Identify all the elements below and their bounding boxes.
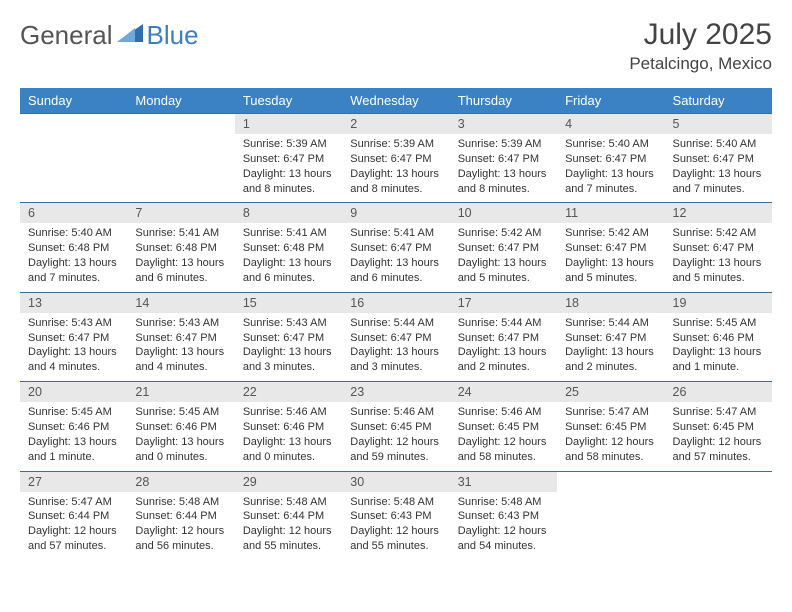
day-number-cell: 11 [557, 203, 664, 224]
day-number-cell: 5 [665, 114, 772, 135]
day-body-cell: Sunrise: 5:45 AMSunset: 6:46 PMDaylight:… [665, 313, 772, 382]
day-number-cell: 20 [20, 382, 127, 403]
day-body-cell: Sunrise: 5:39 AMSunset: 6:47 PMDaylight:… [450, 134, 557, 203]
day-number-cell [557, 471, 664, 492]
day-body-row: Sunrise: 5:39 AMSunset: 6:47 PMDaylight:… [20, 134, 772, 203]
weekday-header: Tuesday [235, 88, 342, 114]
logo-triangle-icon [117, 18, 143, 49]
day-body-cell: Sunrise: 5:43 AMSunset: 6:47 PMDaylight:… [235, 313, 342, 382]
weekday-header: Sunday [20, 88, 127, 114]
day-number-cell: 10 [450, 203, 557, 224]
day-number-cell: 30 [342, 471, 449, 492]
day-body-cell: Sunrise: 5:48 AMSunset: 6:43 PMDaylight:… [342, 492, 449, 560]
day-number-cell: 13 [20, 292, 127, 313]
day-number-cell: 21 [127, 382, 234, 403]
day-number-cell: 3 [450, 114, 557, 135]
day-body-cell: Sunrise: 5:42 AMSunset: 6:47 PMDaylight:… [557, 223, 664, 292]
day-number-cell [127, 114, 234, 135]
day-body-row: Sunrise: 5:47 AMSunset: 6:44 PMDaylight:… [20, 492, 772, 560]
day-body-cell: Sunrise: 5:40 AMSunset: 6:47 PMDaylight:… [557, 134, 664, 203]
month-title: July 2025 [629, 18, 772, 52]
day-body-cell: Sunrise: 5:42 AMSunset: 6:47 PMDaylight:… [665, 223, 772, 292]
day-body-cell: Sunrise: 5:41 AMSunset: 6:48 PMDaylight:… [127, 223, 234, 292]
day-number-cell: 18 [557, 292, 664, 313]
location: Petalcingo, Mexico [629, 54, 772, 74]
day-body-cell: Sunrise: 5:44 AMSunset: 6:47 PMDaylight:… [557, 313, 664, 382]
day-body-row: Sunrise: 5:40 AMSunset: 6:48 PMDaylight:… [20, 223, 772, 292]
weekday-header: Thursday [450, 88, 557, 114]
day-number-cell: 25 [557, 382, 664, 403]
day-body-cell [557, 492, 664, 560]
day-body-cell: Sunrise: 5:47 AMSunset: 6:45 PMDaylight:… [665, 402, 772, 471]
day-body-cell: Sunrise: 5:40 AMSunset: 6:47 PMDaylight:… [665, 134, 772, 203]
day-number-cell [20, 114, 127, 135]
weekday-header: Wednesday [342, 88, 449, 114]
day-body-cell: Sunrise: 5:45 AMSunset: 6:46 PMDaylight:… [20, 402, 127, 471]
day-number-cell: 19 [665, 292, 772, 313]
day-body-cell: Sunrise: 5:46 AMSunset: 6:45 PMDaylight:… [450, 402, 557, 471]
day-body-cell [20, 134, 127, 203]
day-body-cell: Sunrise: 5:44 AMSunset: 6:47 PMDaylight:… [450, 313, 557, 382]
weekday-header: Saturday [665, 88, 772, 114]
day-number-cell: 28 [127, 471, 234, 492]
day-number-cell: 16 [342, 292, 449, 313]
logo: General Blue [20, 18, 199, 53]
day-number-row: 6789101112 [20, 203, 772, 224]
day-number-cell: 4 [557, 114, 664, 135]
day-body-cell: Sunrise: 5:48 AMSunset: 6:44 PMDaylight:… [127, 492, 234, 560]
header: General Blue July 2025 Petalcingo, Mexic… [20, 18, 772, 74]
calendar-body: 12345Sunrise: 5:39 AMSunset: 6:47 PMDayl… [20, 114, 772, 560]
day-number-cell: 22 [235, 382, 342, 403]
logo-text-blue: Blue [147, 20, 199, 51]
day-body-cell [127, 134, 234, 203]
day-body-cell: Sunrise: 5:48 AMSunset: 6:43 PMDaylight:… [450, 492, 557, 560]
day-body-cell: Sunrise: 5:46 AMSunset: 6:45 PMDaylight:… [342, 402, 449, 471]
day-body-cell: Sunrise: 5:47 AMSunset: 6:44 PMDaylight:… [20, 492, 127, 560]
weekday-header: Monday [127, 88, 234, 114]
day-number-cell: 23 [342, 382, 449, 403]
day-body-cell [665, 492, 772, 560]
day-body-cell: Sunrise: 5:46 AMSunset: 6:46 PMDaylight:… [235, 402, 342, 471]
day-number-cell: 7 [127, 203, 234, 224]
day-number-cell: 1 [235, 114, 342, 135]
day-body-cell: Sunrise: 5:45 AMSunset: 6:46 PMDaylight:… [127, 402, 234, 471]
day-body-cell: Sunrise: 5:47 AMSunset: 6:45 PMDaylight:… [557, 402, 664, 471]
day-number-row: 13141516171819 [20, 292, 772, 313]
title-block: July 2025 Petalcingo, Mexico [629, 18, 772, 74]
day-body-cell: Sunrise: 5:39 AMSunset: 6:47 PMDaylight:… [342, 134, 449, 203]
day-number-cell: 17 [450, 292, 557, 313]
day-body-cell: Sunrise: 5:43 AMSunset: 6:47 PMDaylight:… [20, 313, 127, 382]
day-body-row: Sunrise: 5:43 AMSunset: 6:47 PMDaylight:… [20, 313, 772, 382]
day-body-cell: Sunrise: 5:43 AMSunset: 6:47 PMDaylight:… [127, 313, 234, 382]
day-number-row: 12345 [20, 114, 772, 135]
day-number-cell: 2 [342, 114, 449, 135]
day-number-cell: 29 [235, 471, 342, 492]
day-number-cell [665, 471, 772, 492]
day-number-cell: 12 [665, 203, 772, 224]
day-body-cell: Sunrise: 5:40 AMSunset: 6:48 PMDaylight:… [20, 223, 127, 292]
logo-text-gray: General [20, 20, 113, 51]
day-number-cell: 15 [235, 292, 342, 313]
day-number-cell: 8 [235, 203, 342, 224]
day-number-cell: 27 [20, 471, 127, 492]
day-body-cell: Sunrise: 5:41 AMSunset: 6:48 PMDaylight:… [235, 223, 342, 292]
day-body-cell: Sunrise: 5:48 AMSunset: 6:44 PMDaylight:… [235, 492, 342, 560]
day-number-row: 20212223242526 [20, 382, 772, 403]
day-number-cell: 14 [127, 292, 234, 313]
day-body-cell: Sunrise: 5:39 AMSunset: 6:47 PMDaylight:… [235, 134, 342, 203]
calendar-table: SundayMondayTuesdayWednesdayThursdayFrid… [20, 88, 772, 560]
day-number-cell: 9 [342, 203, 449, 224]
weekday-header: Friday [557, 88, 664, 114]
day-number-cell: 31 [450, 471, 557, 492]
day-body-row: Sunrise: 5:45 AMSunset: 6:46 PMDaylight:… [20, 402, 772, 471]
day-number-row: 2728293031 [20, 471, 772, 492]
weekday-header-row: SundayMondayTuesdayWednesdayThursdayFrid… [20, 88, 772, 114]
day-body-cell: Sunrise: 5:41 AMSunset: 6:47 PMDaylight:… [342, 223, 449, 292]
day-body-cell: Sunrise: 5:42 AMSunset: 6:47 PMDaylight:… [450, 223, 557, 292]
day-number-cell: 6 [20, 203, 127, 224]
day-body-cell: Sunrise: 5:44 AMSunset: 6:47 PMDaylight:… [342, 313, 449, 382]
day-number-cell: 26 [665, 382, 772, 403]
day-number-cell: 24 [450, 382, 557, 403]
